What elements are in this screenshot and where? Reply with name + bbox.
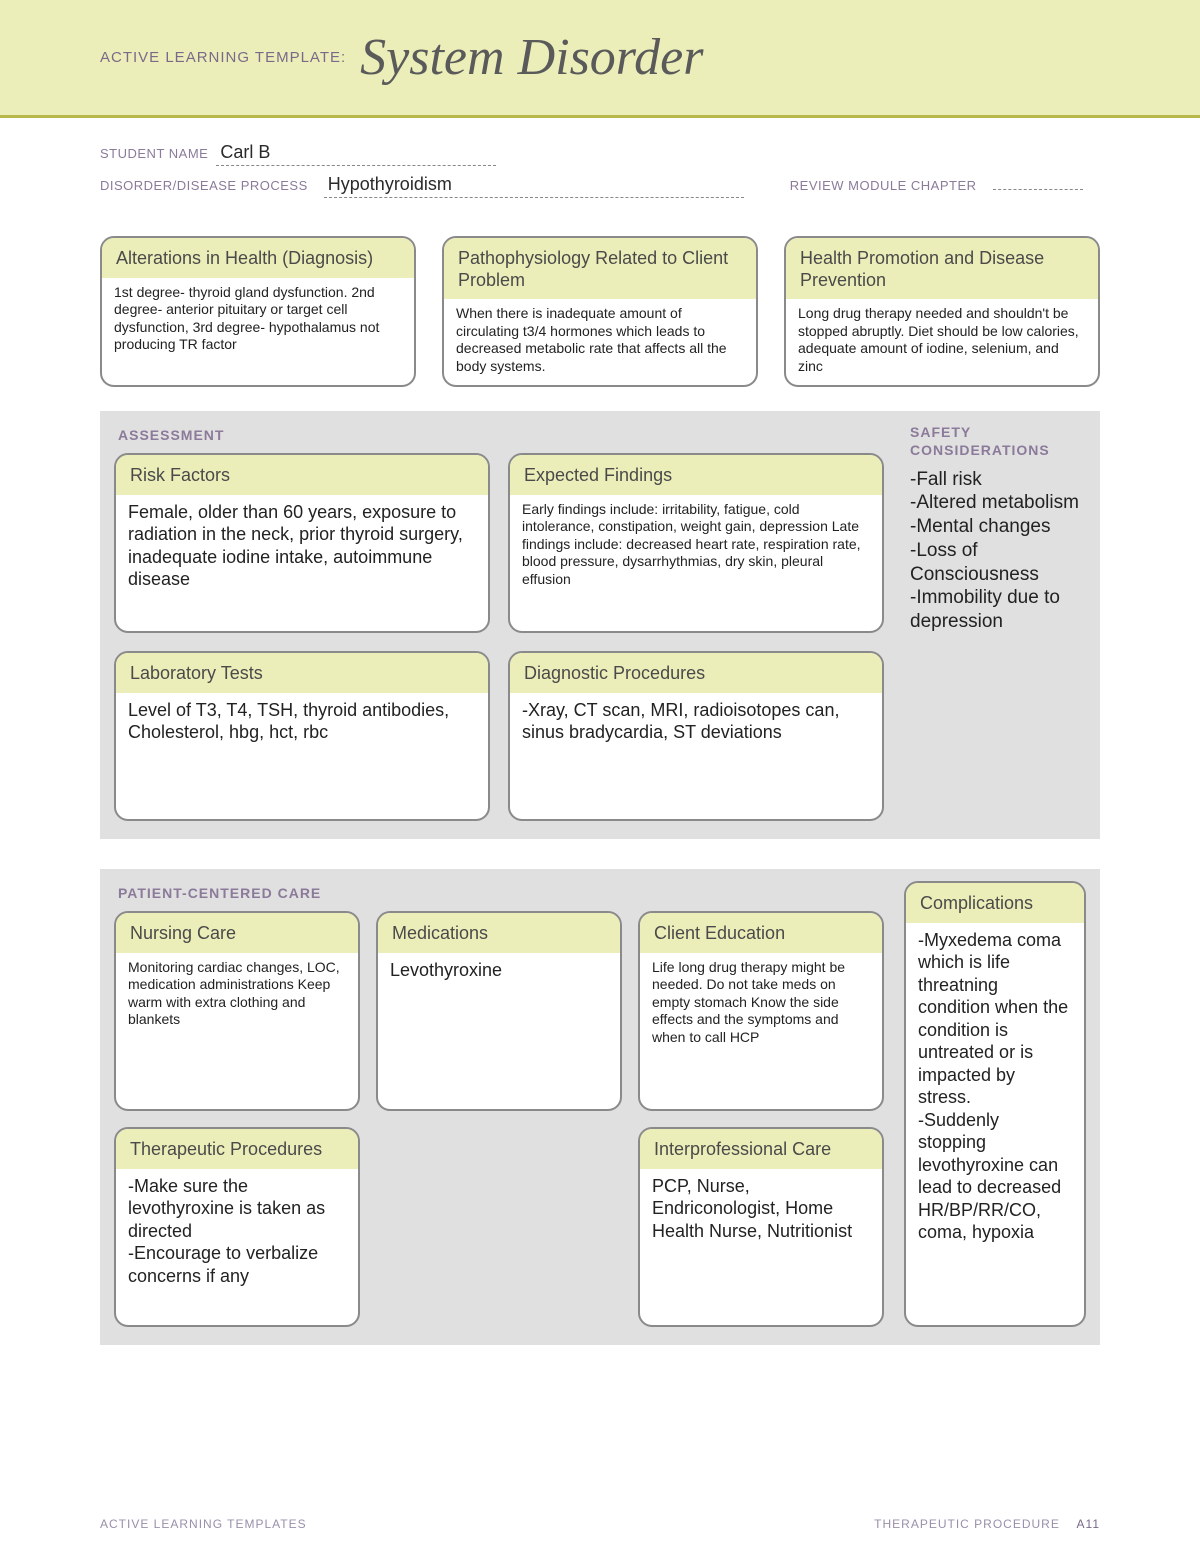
complications-title: Complications xyxy=(906,883,1084,923)
diag-title: Diagnostic Procedures xyxy=(510,653,882,693)
banner-title: System Disorder xyxy=(360,28,703,87)
nursing-card: Nursing Care Monitoring cardiac changes,… xyxy=(114,911,360,1111)
assessment-section: ASSESSMENT Risk Factors Female, older th… xyxy=(100,411,1100,839)
alterations-title: Alterations in Health (Diagnosis) xyxy=(102,238,414,278)
labs-title: Laboratory Tests xyxy=(116,653,488,693)
risk-body: Female, older than 60 years, exposure to… xyxy=(116,495,488,631)
top-cards-row: Alterations in Health (Diagnosis) 1st de… xyxy=(100,236,1100,387)
diag-body: -Xray, CT scan, MRI, radioisotopes can, … xyxy=(510,693,882,819)
disorder-label: DISORDER/DISEASE PROCESS xyxy=(100,178,308,193)
patho-card: Pathophysiology Related to Client Proble… xyxy=(442,236,758,387)
labs-body: Level of T3, T4, TSH, thyroid antibodies… xyxy=(116,693,488,819)
review-value xyxy=(993,187,1083,190)
footer: ACTIVE LEARNING TEMPLATES THERAPEUTIC PR… xyxy=(100,1517,1100,1531)
pcc-grid: Nursing Care Monitoring cardiac changes,… xyxy=(114,911,884,1327)
disorder-row: DISORDER/DISEASE PROCESS Hypothyroidism … xyxy=(100,174,1100,198)
student-name-label: STUDENT NAME xyxy=(100,146,208,161)
risk-card: Risk Factors Female, older than 60 years… xyxy=(114,453,490,633)
client-edu-title: Client Education xyxy=(640,913,882,953)
interprof-title: Interprofessional Care xyxy=(640,1129,882,1169)
footer-page-number: A11 xyxy=(1077,1517,1100,1531)
pcc-section: PATIENT-CENTERED CARE Nursing Care Monit… xyxy=(100,869,1100,1345)
footer-right-label: THERAPEUTIC PROCEDURE xyxy=(874,1517,1060,1531)
safety-body: -Fall risk -Altered metabolism -Mental c… xyxy=(910,468,1080,634)
health-promo-card: Health Promotion and Disease Prevention … xyxy=(784,236,1100,387)
therapeutic-card: Therapeutic Procedures -Make sure the le… xyxy=(114,1127,360,1327)
therapeutic-body: -Make sure the levothyroxine is taken as… xyxy=(116,1169,358,1325)
safety-title: SAFETY CONSIDERATIONS xyxy=(910,423,1080,459)
complications-card: Complications -Myxedema coma which is li… xyxy=(904,881,1086,1327)
expected-card: Expected Findings Early findings include… xyxy=(508,453,884,633)
interprof-body: PCP, Nurse, Endriconologist, Home Health… xyxy=(640,1169,882,1325)
nursing-body: Monitoring cardiac changes, LOC, medicat… xyxy=(116,953,358,1109)
health-promo-title: Health Promotion and Disease Prevention xyxy=(786,238,1098,299)
assessment-grid: Risk Factors Female, older than 60 years… xyxy=(114,453,884,821)
nursing-title: Nursing Care xyxy=(116,913,358,953)
assessment-label: ASSESSMENT xyxy=(118,427,884,443)
banner-prefix: ACTIVE LEARNING TEMPLATE: xyxy=(100,49,346,66)
labs-card: Laboratory Tests Level of T3, T4, TSH, t… xyxy=(114,651,490,821)
disorder-value: Hypothyroidism xyxy=(324,174,744,198)
patho-title: Pathophysiology Related to Client Proble… xyxy=(444,238,756,299)
therapeutic-title: Therapeutic Procedures xyxy=(116,1129,358,1169)
student-name-value: Carl B xyxy=(216,142,496,166)
patho-body: When there is inadequate amount of circu… xyxy=(444,299,756,385)
meds-body: Levothyroxine xyxy=(378,953,620,1109)
interprof-card: Interprofessional Care PCP, Nurse, Endri… xyxy=(638,1127,884,1327)
pcc-label: PATIENT-CENTERED CARE xyxy=(118,885,884,901)
expected-body: Early findings include: irritability, fa… xyxy=(510,495,882,631)
meta-block: STUDENT NAME Carl B DISORDER/DISEASE PRO… xyxy=(0,118,1200,216)
alterations-body: 1st degree- thyroid gland dysfunction. 2… xyxy=(102,278,414,386)
footer-left: ACTIVE LEARNING TEMPLATES xyxy=(100,1517,307,1531)
content: Alterations in Health (Diagnosis) 1st de… xyxy=(0,216,1200,1345)
meds-card: Medications Levothyroxine xyxy=(376,911,622,1111)
safety-panel: SAFETY CONSIDERATIONS -Fall risk -Altere… xyxy=(904,423,1086,821)
expected-title: Expected Findings xyxy=(510,455,882,495)
complications-panel: Complications -Myxedema coma which is li… xyxy=(904,881,1086,1327)
review-label: REVIEW MODULE CHAPTER xyxy=(790,178,977,193)
risk-title: Risk Factors xyxy=(116,455,488,495)
client-edu-card: Client Education Life long drug therapy … xyxy=(638,911,884,1111)
page: ACTIVE LEARNING TEMPLATE: System Disorde… xyxy=(0,0,1200,1553)
client-edu-body: Life long drug therapy might be needed. … xyxy=(640,953,882,1109)
diag-card: Diagnostic Procedures -Xray, CT scan, MR… xyxy=(508,651,884,821)
alterations-card: Alterations in Health (Diagnosis) 1st de… xyxy=(100,236,416,387)
footer-right: THERAPEUTIC PROCEDURE A11 xyxy=(874,1517,1100,1531)
complications-body: -Myxedema coma which is life threatning … xyxy=(906,923,1084,1254)
top-banner: ACTIVE LEARNING TEMPLATE: System Disorde… xyxy=(0,0,1200,118)
meds-title: Medications xyxy=(378,913,620,953)
health-promo-body: Long drug therapy needed and shouldn't b… xyxy=(786,299,1098,385)
student-row: STUDENT NAME Carl B xyxy=(100,142,1100,166)
